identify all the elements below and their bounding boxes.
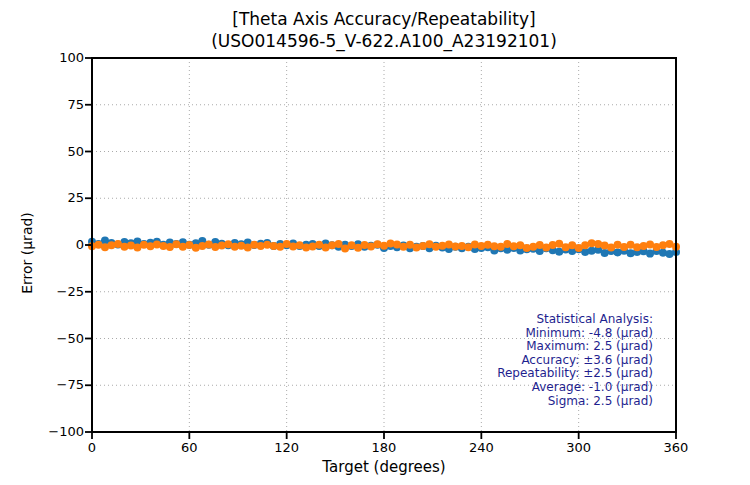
stats-line: Repeatability: ±2.5 (µrad) xyxy=(497,367,653,381)
x-tick-label: 300 xyxy=(549,440,609,455)
y-tick-label: 0 xyxy=(0,237,84,252)
y-tick-label: −50 xyxy=(0,331,84,346)
stats-line: Statistical Analysis: xyxy=(497,313,653,327)
chart-subtitle: (USO014596-5_V-622.A100_A23192101) xyxy=(92,31,676,51)
y-tick-label: 50 xyxy=(0,144,84,159)
stats-line: Sigma: 2.5 (µrad) xyxy=(497,395,653,409)
x-tick-label: 0 xyxy=(62,440,122,455)
stats-line: Accuracy: ±3.6 (µrad) xyxy=(497,354,653,368)
x-axis-label: Target (degrees) xyxy=(92,458,676,476)
y-axis-label: Error (µrad) xyxy=(19,212,35,294)
y-tick-label: 75 xyxy=(0,97,84,112)
stats-line: Maximum: 2.5 (µrad) xyxy=(497,340,653,354)
y-tick-label: 100 xyxy=(0,50,84,65)
figure: [Theta Axis Accuracy/Repeatability] (USO… xyxy=(0,0,750,485)
y-tick-label: 25 xyxy=(0,190,84,205)
x-tick-label: 120 xyxy=(257,440,317,455)
x-tick-label: 360 xyxy=(646,440,706,455)
y-tick-label: −75 xyxy=(0,377,84,392)
stats-line: Minimum: -4.8 (µrad) xyxy=(497,327,653,341)
chart-title: [Theta Axis Accuracy/Repeatability] xyxy=(92,9,676,29)
stats-annotation: Statistical Analysis:Minimum: -4.8 (µrad… xyxy=(497,313,653,408)
x-tick-label: 60 xyxy=(159,440,219,455)
stats-line: Average: -1.0 (µrad) xyxy=(497,381,653,395)
x-tick-label: 180 xyxy=(354,440,414,455)
run2-orange-point xyxy=(335,240,343,248)
y-tick-label: −100 xyxy=(0,424,84,439)
x-tick-label: 240 xyxy=(451,440,511,455)
y-tick-label: −25 xyxy=(0,284,84,299)
